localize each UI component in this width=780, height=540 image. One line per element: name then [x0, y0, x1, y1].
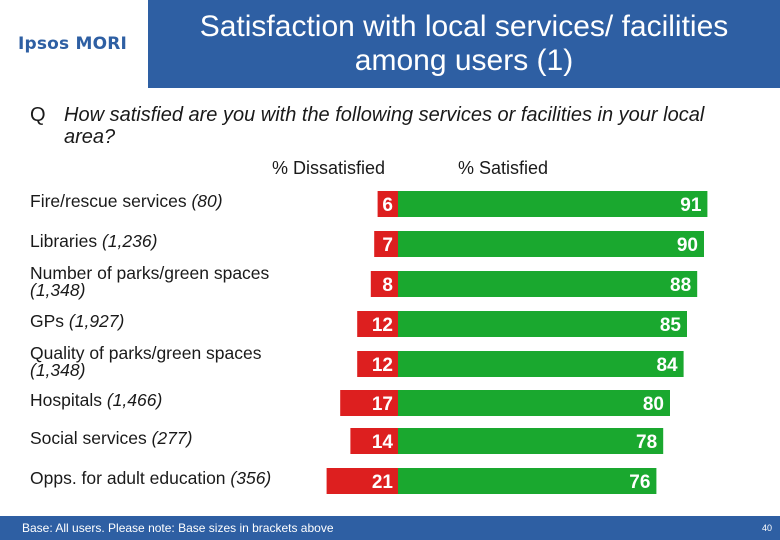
bar-dissatisfied	[357, 351, 398, 377]
category-label: GPs (1,927)	[30, 311, 124, 331]
footer-note: Base: All users. Please note: Base sizes…	[22, 521, 334, 535]
bar-satisfied	[398, 351, 684, 377]
data-label-dissatisfied: 12	[372, 315, 393, 336]
data-label-dissatisfied: 6	[382, 195, 393, 216]
question: Q How satisfied are you with the followi…	[30, 104, 750, 148]
data-label-satisfied: 85	[660, 315, 682, 336]
bar-dissatisfied	[377, 191, 398, 217]
ipsos-mori-logo: Ipsos MORI	[17, 34, 128, 54]
data-label-satisfied: 84	[656, 355, 678, 376]
data-label-dissatisfied: 14	[372, 432, 394, 453]
data-label-satisfied: 91	[680, 195, 702, 216]
legend-satisfied: % Satisfied	[458, 158, 549, 178]
category-label: Fire/rescue services (80)	[30, 191, 223, 211]
question-text: How satisfied are you with the following…	[64, 104, 705, 148]
data-label-satisfied: 88	[670, 275, 691, 296]
logo-area: Ipsos MORI	[0, 0, 145, 88]
legend-dissatisfied: % Dissatisfied	[272, 158, 386, 178]
bar-satisfied	[398, 468, 657, 494]
bar-dissatisfied	[374, 231, 398, 257]
page-title: Satisfaction with local services/ facili…	[199, 10, 729, 77]
bar-dissatisfied	[370, 271, 398, 297]
bar-dissatisfied	[340, 390, 398, 416]
category-label: Libraries (1,236)	[30, 231, 157, 251]
bar-satisfied	[398, 311, 687, 337]
data-label-dissatisfied: 12	[372, 355, 393, 376]
bar-dissatisfied	[350, 428, 398, 454]
bar-satisfied	[398, 191, 708, 217]
bar-dissatisfied	[357, 311, 398, 337]
category-label: Opps. for adult education (356)	[30, 468, 271, 488]
bar-dissatisfied	[326, 468, 398, 494]
category-label: Number of parks/green spaces (1,348)	[30, 263, 270, 300]
bar-satisfied	[398, 271, 698, 297]
page-number: 40	[761, 523, 772, 533]
footer-bar: Base: All users. Please note: Base sizes…	[0, 516, 780, 540]
data-label-dissatisfied: 17	[372, 394, 393, 415]
title-bar: Satisfaction with local services/ facili…	[148, 0, 780, 88]
data-label-dissatisfied: 21	[372, 472, 394, 493]
data-label-satisfied: 78	[636, 432, 657, 453]
data-label-satisfied: 76	[629, 472, 650, 493]
bar-satisfied	[398, 390, 670, 416]
question-marker: Q	[30, 104, 46, 126]
bar-satisfied	[398, 231, 704, 257]
data-label-satisfied: 80	[643, 394, 664, 415]
category-label: Quality of parks/green spaces (1,348)	[30, 343, 262, 380]
data-label-dissatisfied: 8	[382, 275, 393, 296]
bar-satisfied	[398, 428, 664, 454]
category-label: Social services (277)	[30, 428, 192, 448]
category-label: Hospitals (1,466)	[30, 390, 162, 410]
data-label-satisfied: 90	[677, 235, 698, 256]
data-label-dissatisfied: 7	[382, 235, 393, 256]
